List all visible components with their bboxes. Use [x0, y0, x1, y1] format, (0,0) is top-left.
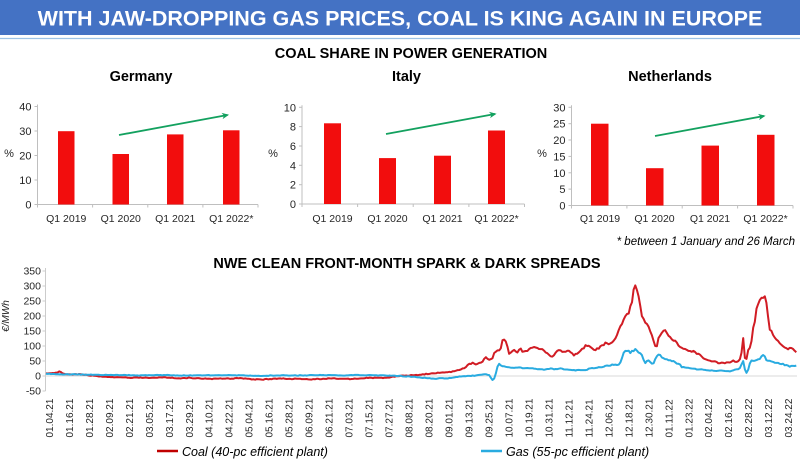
svg-text:30: 30	[19, 126, 31, 138]
svg-text:05.16.21: 05.16.21	[265, 398, 276, 437]
svg-text:0: 0	[559, 201, 565, 213]
svg-text:01.28.21: 01.28.21	[85, 398, 96, 437]
svg-text:02.09.21: 02.09.21	[105, 398, 116, 437]
svg-text:04.22.21: 04.22.21	[225, 398, 236, 437]
svg-text:150: 150	[23, 326, 41, 338]
svg-text:WITH JAW-DROPPING GAS PRICES,: WITH JAW-DROPPING GAS PRICES, COAL IS KI…	[38, 7, 763, 31]
svg-text:Italy: Italy	[392, 69, 421, 85]
svg-text:01.04.21: 01.04.21	[45, 398, 56, 437]
svg-text:50: 50	[29, 356, 41, 368]
svg-text:Q1 2021: Q1 2021	[422, 213, 462, 225]
svg-text:8: 8	[290, 122, 296, 134]
svg-text:Q1 2019: Q1 2019	[580, 213, 620, 225]
svg-text:Q1 2020: Q1 2020	[367, 213, 407, 225]
svg-text:Q1 2021: Q1 2021	[155, 213, 195, 225]
svg-text:%: %	[268, 148, 278, 160]
svg-text:5: 5	[559, 184, 565, 196]
svg-text:Q1 2021: Q1 2021	[690, 213, 730, 225]
svg-text:40: 40	[19, 102, 31, 114]
svg-text:Germany: Germany	[110, 69, 173, 85]
svg-text:09.25.21: 09.25.21	[485, 398, 496, 437]
svg-text:%: %	[4, 148, 14, 160]
svg-text:Coal (40-pc efficient plant): Coal (40-pc efficient plant)	[182, 445, 328, 459]
svg-text:11.12.21: 11.12.21	[564, 399, 575, 438]
svg-text:0: 0	[25, 200, 31, 212]
svg-text:* between 1 January and 26 Mar: * between 1 January and 26 March	[617, 236, 795, 248]
svg-text:12.30.21: 12.30.21	[644, 398, 655, 437]
svg-text:10.07.21: 10.07.21	[504, 398, 515, 437]
svg-text:07.27.21: 07.27.21	[385, 398, 396, 437]
svg-text:Q1 2022*: Q1 2022*	[743, 213, 787, 225]
svg-text:Q1 2019: Q1 2019	[312, 213, 352, 225]
svg-text:20: 20	[553, 135, 565, 147]
svg-text:12.06.21: 12.06.21	[604, 398, 615, 437]
svg-text:01.23.22: 01.23.22	[684, 398, 695, 437]
svg-text:350: 350	[23, 266, 41, 278]
svg-text:10: 10	[19, 175, 31, 187]
svg-text:%: %	[537, 148, 547, 160]
svg-text:04.10.21: 04.10.21	[205, 398, 216, 437]
svg-text:02.16.22: 02.16.22	[724, 398, 735, 437]
svg-text:10: 10	[284, 102, 296, 114]
svg-text:09.13.21: 09.13.21	[465, 398, 476, 437]
svg-text:05.04.21: 05.04.21	[245, 398, 256, 437]
svg-text:12.18.21: 12.18.21	[624, 398, 635, 437]
svg-text:6: 6	[290, 141, 296, 153]
svg-text:01.16.21: 01.16.21	[65, 398, 76, 437]
svg-text:0: 0	[290, 199, 296, 211]
svg-text:2: 2	[290, 180, 296, 192]
svg-text:25: 25	[553, 119, 565, 131]
svg-text:15: 15	[553, 151, 565, 163]
svg-text:07.15.21: 07.15.21	[365, 398, 376, 437]
svg-text:09.01.21: 09.01.21	[445, 398, 456, 437]
svg-text:30: 30	[553, 102, 565, 114]
svg-text:10: 10	[553, 168, 565, 180]
svg-text:05.28.21: 05.28.21	[285, 398, 296, 437]
svg-text:NWE CLEAN FRONT-MONTH SPARK &: NWE CLEAN FRONT-MONTH SPARK & DARK SPREA…	[213, 256, 601, 272]
svg-text:03.17.21: 03.17.21	[165, 398, 176, 437]
svg-text:02.04.22: 02.04.22	[704, 398, 715, 437]
svg-text:10.19.21: 10.19.21	[524, 398, 535, 437]
svg-text:03.12.22: 03.12.22	[764, 398, 775, 437]
svg-text:0: 0	[35, 371, 41, 383]
svg-text:Gas (55-pc efficient plant): Gas (55-pc efficient plant)	[506, 445, 649, 459]
svg-text:4: 4	[290, 160, 296, 172]
svg-text:200: 200	[23, 311, 41, 323]
svg-text:Q1 2022*: Q1 2022*	[209, 213, 253, 225]
svg-text:11.24.21: 11.24.21	[584, 399, 595, 438]
svg-text:03.29.21: 03.29.21	[185, 398, 196, 437]
svg-text:06.21.21: 06.21.21	[325, 398, 336, 437]
svg-text:20: 20	[19, 151, 31, 163]
svg-text:03.24.22: 03.24.22	[784, 398, 795, 437]
svg-text:-50: -50	[26, 386, 41, 398]
svg-text:07.03.21: 07.03.21	[345, 398, 356, 437]
svg-text:Q1 2019: Q1 2019	[46, 213, 86, 225]
svg-text:02.28.22: 02.28.22	[744, 398, 755, 437]
svg-text:COAL SHARE IN POWER GENERATION: COAL SHARE IN POWER GENERATION	[275, 46, 548, 62]
svg-text:06.09.21: 06.09.21	[305, 398, 316, 437]
svg-text:Q1 2022*: Q1 2022*	[474, 213, 518, 225]
svg-text:Q1 2020: Q1 2020	[634, 213, 674, 225]
svg-text:01.11.22: 01.11.22	[664, 399, 675, 438]
svg-text:02.21.21: 02.21.21	[125, 398, 136, 437]
svg-text:300: 300	[23, 281, 41, 293]
svg-text:100: 100	[23, 341, 41, 353]
svg-text:Netherlands: Netherlands	[628, 69, 712, 85]
svg-text:Q1 2020: Q1 2020	[101, 213, 141, 225]
svg-text:03.05.21: 03.05.21	[145, 398, 156, 437]
svg-text:250: 250	[23, 296, 41, 308]
svg-text:08.08.21: 08.08.21	[405, 398, 416, 437]
svg-text:€/MWh: €/MWh	[1, 300, 12, 332]
svg-text:10.31.21: 10.31.21	[544, 398, 555, 437]
svg-text:08.20.21: 08.20.21	[425, 398, 436, 437]
